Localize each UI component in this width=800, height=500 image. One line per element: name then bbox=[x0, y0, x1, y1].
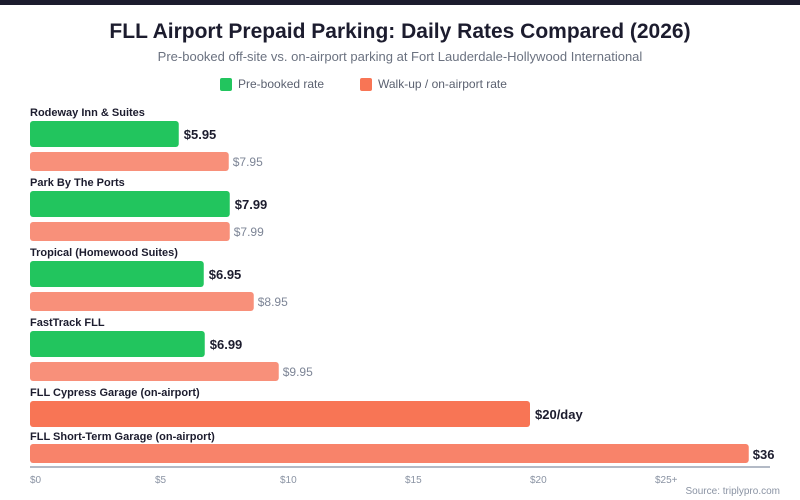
x-tick-label: $0 bbox=[30, 475, 42, 486]
source-note: Source: triplypro.com bbox=[685, 486, 780, 497]
category-label: FLL Cypress Garage (on-airport) bbox=[30, 387, 200, 399]
category-label: Tropical (Homewood Suites) bbox=[30, 247, 178, 259]
value-label-walkup: $9.95 bbox=[283, 365, 313, 379]
category-label: FLL Short-Term Garage (on-airport) bbox=[30, 431, 215, 443]
category-label: Rodeway Inn & Suites bbox=[30, 107, 145, 119]
legend-label-prebooked: Pre-booked rate bbox=[238, 77, 325, 91]
bar-walkup bbox=[30, 362, 279, 381]
value-label-prebooked: $7.99 bbox=[235, 197, 268, 212]
value-label-walkup: $7.95 bbox=[233, 155, 263, 169]
value-label-walkup: $7.99 bbox=[234, 225, 264, 239]
bar-on-airport-cypress bbox=[30, 401, 530, 427]
value-label-prebooked: $5.95 bbox=[184, 127, 217, 142]
chart-subtitle: Pre-booked off-site vs. on-airport parki… bbox=[157, 49, 643, 64]
bar-prebooked bbox=[30, 331, 205, 357]
x-tick-label: $20 bbox=[530, 475, 547, 486]
bar-walkup bbox=[30, 222, 230, 241]
category-label: Park By The Ports bbox=[30, 177, 125, 189]
top-accent-bar bbox=[0, 0, 800, 5]
value-label-prebooked: $6.99 bbox=[210, 337, 243, 352]
value-label-cypress: $20/day bbox=[535, 407, 583, 422]
bar-prebooked bbox=[30, 191, 230, 217]
value-label-prebooked: $6.95 bbox=[209, 267, 242, 282]
x-tick-label: $15 bbox=[405, 475, 422, 486]
legend-label-walkup: Walk-up / on-airport rate bbox=[378, 77, 507, 91]
bar-walkup bbox=[30, 152, 229, 171]
x-tick-label: $5 bbox=[155, 475, 167, 486]
value-label-walkup: $8.95 bbox=[258, 295, 288, 309]
legend-swatch-walkup bbox=[360, 77, 372, 91]
legend: Pre-booked rate Walk-up / on-airport rat… bbox=[0, 77, 800, 93]
category-label: FastTrack FLL bbox=[30, 317, 105, 329]
legend-item-prebooked: Pre-booked rate bbox=[220, 77, 324, 91]
x-tick-label: $25+ bbox=[655, 475, 678, 486]
chart-title: FLL Airport Prepaid Parking: Daily Rates… bbox=[109, 20, 691, 43]
bar-walkup bbox=[30, 292, 254, 311]
bar-prebooked bbox=[30, 261, 204, 287]
x-tick-label: $10 bbox=[280, 475, 297, 486]
bar-on-airport-shortterm bbox=[30, 444, 749, 463]
value-label-shortterm: $36 bbox=[753, 447, 775, 462]
x-axis-line bbox=[30, 466, 770, 468]
legend-swatch-prebooked bbox=[220, 77, 232, 91]
legend-item-walkup: Walk-up / on-airport rate bbox=[360, 77, 507, 91]
bar-prebooked bbox=[30, 121, 179, 147]
